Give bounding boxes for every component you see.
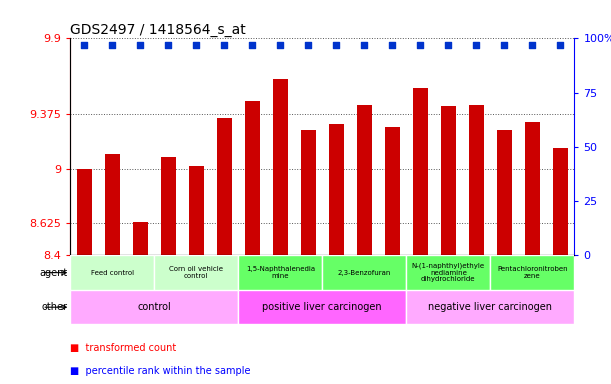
Point xyxy=(136,42,145,48)
Text: ■  percentile rank within the sample: ■ percentile rank within the sample xyxy=(70,366,251,376)
Text: GSM115684: GSM115684 xyxy=(500,258,509,304)
Point xyxy=(304,42,313,48)
Bar xyxy=(238,255,323,290)
Bar xyxy=(189,166,204,255)
Point xyxy=(191,42,201,48)
Text: N-(1-naphthyl)ethyle
nediamine
dihydrochloride: N-(1-naphthyl)ethyle nediamine dihydroch… xyxy=(412,263,485,282)
Text: GSM115680: GSM115680 xyxy=(332,258,341,304)
Text: GSM115696: GSM115696 xyxy=(360,258,369,305)
Text: GSM115695: GSM115695 xyxy=(304,258,313,305)
Text: Corn oil vehicle
control: Corn oil vehicle control xyxy=(169,266,223,279)
Text: GSM115690: GSM115690 xyxy=(80,258,89,305)
Point xyxy=(108,42,117,48)
Bar xyxy=(70,290,238,324)
Bar xyxy=(133,222,148,255)
Text: Pentachloronitroben
zene: Pentachloronitroben zene xyxy=(497,266,568,279)
Bar xyxy=(469,105,484,255)
Bar xyxy=(301,129,316,255)
Point xyxy=(219,42,229,48)
Text: GDS2497 / 1418564_s_at: GDS2497 / 1418564_s_at xyxy=(70,23,246,37)
Text: GSM115683: GSM115683 xyxy=(472,258,481,304)
Bar xyxy=(406,290,574,324)
Bar xyxy=(238,290,406,324)
Text: Feed control: Feed control xyxy=(90,270,134,276)
Bar xyxy=(70,255,154,290)
Bar xyxy=(104,154,120,255)
Text: control: control xyxy=(137,302,171,312)
Bar xyxy=(323,255,406,290)
Bar xyxy=(412,88,428,255)
Point xyxy=(415,42,425,48)
Text: GSM115692: GSM115692 xyxy=(136,258,145,304)
Bar xyxy=(552,148,568,255)
Bar xyxy=(497,129,512,255)
Point xyxy=(499,42,509,48)
Bar xyxy=(273,79,288,255)
Bar xyxy=(384,127,400,255)
Text: GSM115689: GSM115689 xyxy=(220,258,229,304)
Text: GSM115687: GSM115687 xyxy=(164,258,173,304)
Text: GSM115688: GSM115688 xyxy=(192,258,201,304)
Text: GSM115686: GSM115686 xyxy=(556,258,565,304)
Text: other: other xyxy=(41,302,67,312)
Point xyxy=(331,42,341,48)
Bar xyxy=(76,169,92,255)
Point xyxy=(555,42,565,48)
Point xyxy=(359,42,369,48)
Bar xyxy=(406,255,490,290)
Text: ■  transformed count: ■ transformed count xyxy=(70,343,177,353)
Point xyxy=(387,42,397,48)
Bar xyxy=(525,122,540,255)
Text: GSM115697: GSM115697 xyxy=(388,258,397,305)
Point xyxy=(276,42,285,48)
Text: GSM115681: GSM115681 xyxy=(416,258,425,304)
Bar xyxy=(216,118,232,255)
Text: GSM115685: GSM115685 xyxy=(528,258,537,304)
Text: GSM115691: GSM115691 xyxy=(108,258,117,304)
Point xyxy=(163,42,173,48)
Text: GSM115682: GSM115682 xyxy=(444,258,453,304)
Bar xyxy=(154,255,238,290)
Point xyxy=(472,42,481,48)
Point xyxy=(247,42,257,48)
Point xyxy=(527,42,537,48)
Bar xyxy=(441,106,456,255)
Bar xyxy=(490,255,574,290)
Point xyxy=(444,42,453,48)
Text: GSM115693: GSM115693 xyxy=(248,258,257,305)
Text: agent: agent xyxy=(39,268,67,278)
Bar xyxy=(244,101,260,255)
Bar xyxy=(357,105,372,255)
Bar xyxy=(161,157,176,255)
Text: GSM115694: GSM115694 xyxy=(276,258,285,305)
Text: negative liver carcinogen: negative liver carcinogen xyxy=(428,302,552,312)
Point xyxy=(79,42,89,48)
Text: 2,3-Benzofuran: 2,3-Benzofuran xyxy=(338,270,391,276)
Bar xyxy=(329,124,344,255)
Text: 1,5-Naphthalenedia
mine: 1,5-Naphthalenedia mine xyxy=(246,266,315,279)
Text: positive liver carcinogen: positive liver carcinogen xyxy=(263,302,382,312)
